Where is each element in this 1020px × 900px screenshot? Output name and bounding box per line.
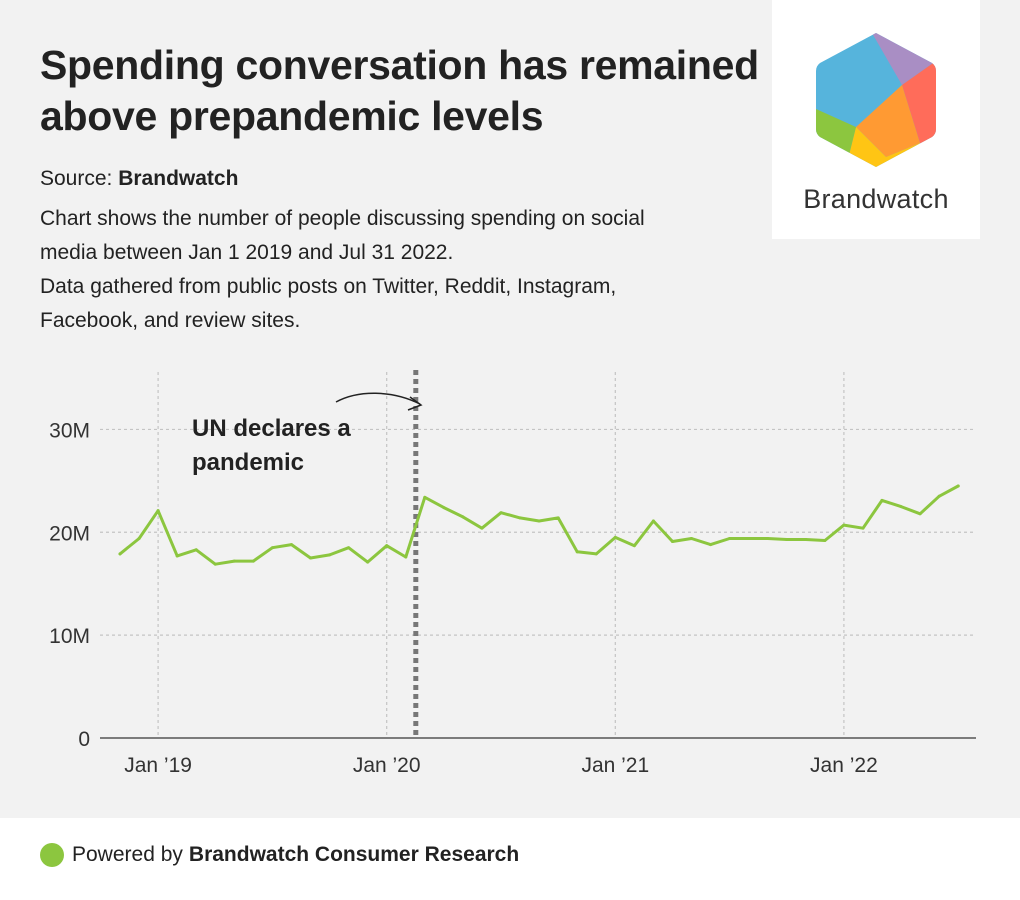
data-point — [709, 543, 713, 547]
source-label: Source: — [40, 167, 113, 190]
data-point — [232, 559, 236, 563]
line-chart: 0 10M 20M 30M Jan ’19 Jan ’20 Jan ’21 Jan ’22 U… — [49, 370, 976, 777]
green-dot-icon — [40, 843, 64, 867]
title-line-2: above prepandemic levels — [40, 93, 544, 139]
footer-brand: Brandwatch Consumer Research — [188, 843, 520, 866]
data-point — [766, 536, 770, 540]
series-line — [118, 484, 960, 566]
data-point — [289, 543, 293, 547]
data-point — [366, 560, 370, 564]
data-point — [899, 505, 903, 509]
y-tick-label: 0 — [78, 728, 90, 751]
data-point — [747, 536, 751, 540]
y-tick-label: 20M — [49, 522, 90, 545]
data-point — [251, 559, 255, 563]
data-point — [118, 552, 122, 556]
data-point — [194, 548, 198, 552]
data-point — [690, 536, 693, 540]
data-point — [480, 526, 484, 530]
data-point — [594, 552, 598, 556]
data-point — [309, 556, 312, 560]
axes: 0 10M 20M 30M Jan ’19 Jan ’20 Jan ’21 Jan ’22 — [49, 419, 976, 777]
annotation-label-line-1: UN declares a — [192, 415, 351, 442]
chart-description: Chart shows the number of people discuss… — [40, 202, 760, 338]
brandwatch-logo: Brandwatch — [772, 0, 980, 239]
data-point — [404, 555, 408, 559]
data-point — [175, 554, 179, 558]
data-point — [518, 516, 522, 520]
data-point — [461, 515, 465, 519]
data-point — [442, 506, 446, 510]
footer-prefix: Powered by — [72, 843, 183, 866]
desc-line-1: Chart shows the number of people discuss… — [40, 207, 645, 230]
data-point — [728, 536, 732, 540]
logo-facet-orange — [856, 85, 920, 157]
data-point — [270, 546, 274, 550]
data-point — [785, 537, 789, 541]
data-point — [537, 519, 541, 523]
data-point — [823, 539, 827, 543]
annotation-label-line-2: pandemic — [192, 449, 304, 476]
data-point — [880, 498, 884, 502]
grid — [100, 372, 976, 738]
data-point — [385, 544, 389, 548]
source-name: Brandwatch — [118, 167, 239, 190]
desc-line-3: Data gathered from public posts on Twitt… — [40, 275, 617, 298]
data-point — [670, 540, 674, 544]
x-tick-label: Jan ’21 — [581, 754, 649, 777]
source-line: Source: Brandwatch — [40, 166, 238, 192]
footer: Powered by Brandwatch Consumer Research — [40, 841, 519, 869]
series — [118, 484, 960, 566]
data-point — [632, 544, 636, 548]
y-tick-label: 30M — [49, 419, 90, 442]
page-title: Spending conversation has remained above… — [40, 40, 780, 142]
brandwatch-hexagon-icon — [816, 33, 936, 167]
data-point — [137, 536, 141, 540]
data-point — [423, 495, 427, 499]
data-point — [156, 509, 160, 513]
data-point — [613, 535, 617, 539]
data-point — [651, 519, 655, 523]
data-point — [499, 511, 503, 515]
title-line-1: Spending conversation has remained — [40, 42, 759, 88]
annotation-arrowhead-icon — [407, 396, 423, 411]
x-tick-label: Jan ’20 — [353, 754, 421, 777]
data-point — [575, 550, 579, 554]
desc-line-2: media between Jan 1 2019 and Jul 31 2022… — [40, 241, 454, 264]
y-tick-label: 10M — [49, 625, 90, 648]
data-point — [861, 526, 865, 530]
data-point — [347, 546, 351, 550]
data-point — [918, 512, 922, 516]
annotation-arrow-icon — [335, 392, 421, 405]
data-point — [328, 553, 332, 557]
annotation: UN declares a pandemic — [192, 370, 423, 738]
desc-line-4: Facebook, and review sites. — [40, 309, 301, 332]
x-tick-label: Jan ’19 — [124, 754, 192, 777]
data-point — [842, 523, 846, 527]
data-point — [956, 484, 960, 488]
data-point — [937, 494, 941, 498]
data-point — [213, 562, 217, 566]
x-tick-label: Jan ’22 — [810, 754, 878, 777]
brandwatch-wordmark: Brandwatch — [803, 184, 949, 214]
data-point — [804, 537, 808, 541]
data-point — [556, 516, 560, 520]
